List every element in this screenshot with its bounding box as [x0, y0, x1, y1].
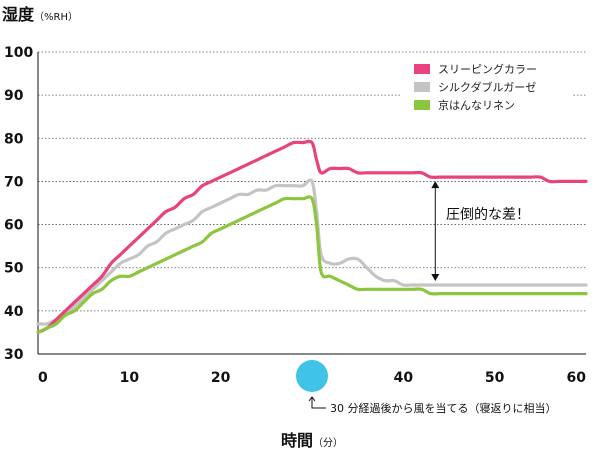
x-tick-50: 50 [485, 370, 505, 386]
legend-swatch-3 [414, 100, 430, 110]
wind-note: 30 分経過後から風を当てる（寝返りに相当） [330, 401, 557, 415]
series-line-2 [36, 178, 588, 326]
y-axis-title: 湿度（%RH） [1, 5, 78, 24]
x-axis-title-text: 時間 [281, 431, 313, 450]
legend-swatch-2 [414, 82, 430, 92]
y-tick-70: 70 [4, 174, 24, 190]
x-tick-0: 0 [38, 370, 48, 386]
y-tick-60: 60 [4, 218, 24, 234]
difference-arrow [431, 181, 440, 281]
arrow-head-down [431, 273, 440, 281]
x-tick-60: 60 [567, 370, 587, 386]
y-tick-100: 100 [4, 45, 33, 61]
arrow-head-up [431, 181, 440, 189]
x-tick-10: 10 [120, 370, 140, 386]
series-line-3 [36, 195, 588, 334]
y-tick-80: 80 [4, 131, 24, 147]
x-axis-title: 時間（分） [281, 431, 343, 450]
y-tick-50: 50 [4, 261, 24, 277]
x-axis-unit: （分） [313, 437, 343, 449]
y-tick-labels: 30 40 50 60 70 80 90 100 [4, 45, 33, 363]
legend-swatch-1 [414, 64, 430, 74]
legend-label-2: シルクダブルガーゼ [438, 80, 536, 94]
y-tick-90: 90 [4, 88, 24, 104]
x-tick-40: 40 [394, 370, 414, 386]
legend-label-1: スリーピングカラー [438, 62, 537, 76]
difference-label: 圧倒的な差！ [446, 207, 530, 223]
note-leader-line [308, 396, 326, 409]
y-tick-40: 40 [4, 304, 24, 320]
x-tick-20: 20 [211, 370, 231, 386]
series-lines [36, 139, 588, 334]
series-line-1 [36, 139, 588, 334]
y-axis-title-text: 湿度 [1, 5, 35, 24]
highlight-30min-circle [296, 360, 328, 392]
y-tick-30: 30 [4, 347, 24, 363]
legend-label-3: 京はんなリネン [438, 98, 515, 112]
y-axis-unit: （%RH） [34, 11, 78, 23]
